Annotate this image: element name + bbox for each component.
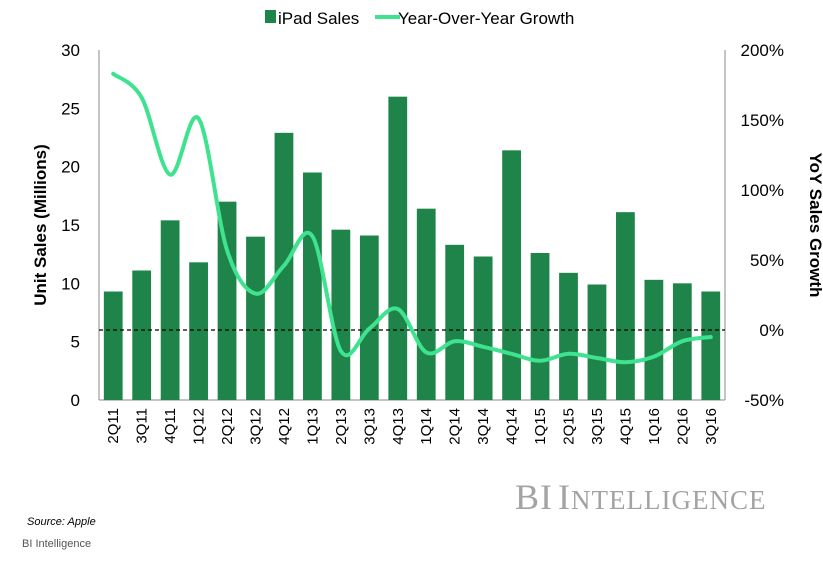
x-tick-label: 4Q14: [504, 408, 521, 445]
x-tick-label: 3Q13: [361, 408, 378, 445]
bar: [388, 96, 408, 401]
y-tick-label-right: 150%: [741, 111, 784, 130]
bar-series: [103, 96, 721, 401]
x-tick-label: 3Q12: [248, 408, 265, 445]
y-tick-label-right: -50%: [744, 391, 784, 410]
y-tick-label-left: 30: [61, 41, 80, 60]
y-tick-label-left: 20: [61, 158, 80, 177]
y-tick-label-right: 50%: [750, 251, 784, 270]
legend-bar-label: iPad Sales: [278, 9, 359, 28]
bar: [559, 272, 578, 400]
y-axis-left-title: Unit Sales (Millions): [31, 144, 50, 306]
bar: [530, 253, 550, 400]
y-axis-right-title: YoY Sales Growth: [806, 153, 823, 298]
bar: [473, 256, 493, 400]
x-tick-label: 1Q16: [646, 408, 663, 445]
bar: [502, 150, 521, 400]
bar: [246, 236, 265, 400]
bar: [160, 220, 180, 400]
bar: [616, 212, 635, 400]
x-tick-label: 4Q15: [617, 408, 634, 445]
y-tick-label-left: 0: [71, 391, 80, 410]
bar: [217, 201, 237, 400]
brand-logo: BI INTELLIGENCE: [515, 476, 766, 518]
x-tick-label: 2Q14: [447, 408, 464, 445]
bar: [587, 284, 607, 400]
x-tick-label: 2Q12: [219, 408, 236, 445]
bar: [644, 279, 664, 400]
bar: [359, 235, 379, 400]
legend-bar-swatch: [265, 10, 276, 23]
brand-name-rest: NTELLIGENCE: [571, 485, 767, 515]
x-tick-label: 2Q15: [561, 408, 578, 445]
legend-line-label: Year-Over-Year Growth: [398, 9, 574, 28]
x-axis-ticks: 2Q11 3Q11 4Q11 1Q12 2Q12 3Q12 4Q12 1Q13 2Q13 3Q13…: [105, 408, 720, 445]
legend: iPad Sales Year-Over-Year Growth: [265, 9, 574, 28]
x-tick-label: 2Q16: [674, 408, 691, 445]
bar: [416, 208, 436, 400]
growth-line-series: [111, 71, 713, 365]
y-tick-label-left: 25: [61, 99, 80, 118]
y-tick-label-left: 5: [71, 333, 80, 352]
y-tick-label-right: 100%: [741, 181, 784, 200]
x-tick-label: 4Q12: [276, 408, 293, 445]
y-tick-label-left: 10: [61, 274, 80, 293]
credit-note: BI Intelligence: [22, 538, 92, 550]
y-tick-label-left: 15: [61, 216, 80, 235]
x-tick-label: 1Q13: [304, 408, 321, 445]
y-axis-left-ticks: 0 5 10 15 20 25 30: [61, 41, 80, 410]
bar: [189, 262, 208, 400]
x-tick-label: 3Q11: [134, 408, 151, 444]
x-tick-label: 2Q11: [105, 408, 122, 444]
x-tick-label: 3Q15: [589, 408, 606, 445]
source-note: Source: Apple: [27, 516, 96, 528]
chart-canvas: iPad Sales Year-Over-Year Growth Unit Sa…: [31, 9, 823, 445]
y-tick-label-right: 200%: [741, 41, 784, 60]
brand-name-first: I: [558, 477, 571, 517]
y-tick-label-right: 0%: [759, 321, 784, 340]
x-tick-label: 4Q13: [390, 408, 407, 445]
x-tick-label: 3Q14: [475, 408, 492, 445]
x-tick-label: 3Q16: [703, 408, 720, 445]
x-tick-label: 1Q12: [191, 408, 208, 445]
x-tick-label: 4Q11: [162, 408, 179, 444]
bar: [303, 172, 322, 400]
y-axis-right-ticks: -50% 0% 50% 100% 150% 200%: [741, 41, 784, 410]
bar: [331, 229, 351, 400]
x-tick-label: 1Q15: [532, 408, 549, 445]
x-tick-label: 1Q14: [418, 408, 435, 445]
bar: [132, 270, 152, 400]
brand-initials: BI: [515, 477, 553, 517]
x-tick-label: 2Q13: [333, 408, 350, 445]
bar: [701, 291, 721, 400]
bar: [445, 244, 465, 400]
bar: [103, 291, 123, 400]
